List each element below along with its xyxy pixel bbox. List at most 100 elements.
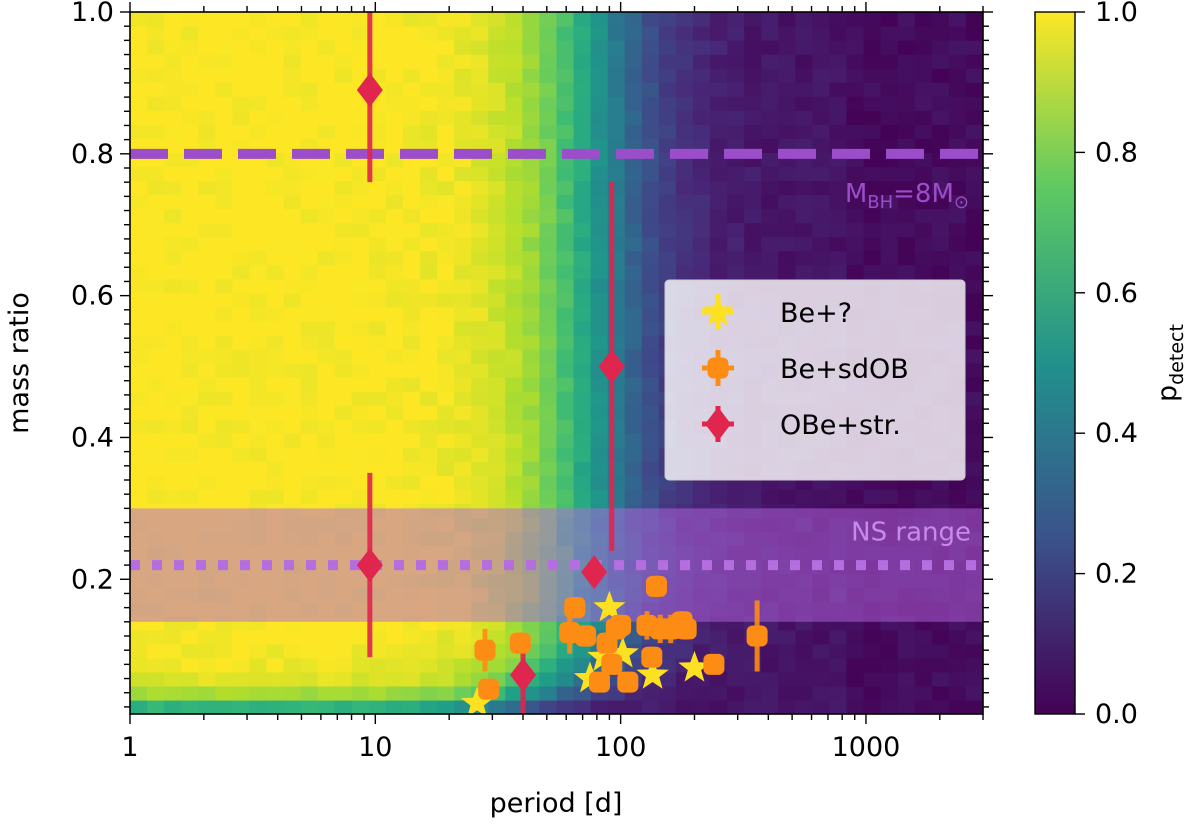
bh-label-m: M bbox=[845, 179, 867, 209]
heatmap-cell bbox=[266, 250, 285, 266]
heatmap-cell bbox=[198, 363, 216, 378]
heatmap-cell bbox=[965, 699, 983, 714]
heatmap-cell bbox=[215, 250, 233, 266]
heatmap-cell bbox=[914, 96, 933, 111]
heatmap-cell bbox=[778, 629, 796, 645]
heatmap-cell bbox=[914, 110, 933, 125]
heatmap-cell bbox=[402, 54, 421, 69]
heatmap-cell bbox=[437, 489, 455, 504]
heatmap-cell bbox=[471, 180, 489, 196]
heatmap-cell bbox=[420, 363, 438, 378]
heatmap-cell bbox=[215, 489, 233, 504]
heatmap-cell bbox=[761, 250, 779, 266]
heatmap-cell bbox=[147, 180, 165, 196]
heatmap-cell bbox=[539, 447, 558, 462]
heatmap-cell bbox=[198, 685, 216, 701]
y-tick-label: 0.4 bbox=[71, 422, 114, 453]
heatmap-cell bbox=[812, 699, 831, 714]
heatmap-cell bbox=[317, 433, 336, 448]
heatmap-cell bbox=[300, 348, 319, 364]
heatmap-cell bbox=[624, 391, 643, 406]
heatmap-cell bbox=[471, 405, 489, 420]
heatmap-cell bbox=[471, 292, 489, 308]
heatmap-cell bbox=[812, 180, 831, 196]
heatmap-cell bbox=[948, 250, 967, 266]
heatmap-cell bbox=[658, 194, 677, 210]
heatmap-cell bbox=[522, 40, 541, 55]
heatmap-cell bbox=[624, 475, 643, 490]
heatmap-cell bbox=[624, 110, 643, 125]
heatmap-cell bbox=[130, 194, 148, 210]
heatmap-cell bbox=[130, 657, 148, 673]
heatmap-cell bbox=[573, 433, 592, 448]
heatmap-cell bbox=[368, 208, 387, 224]
heatmap-cell bbox=[505, 405, 523, 420]
heatmap-cell bbox=[761, 152, 779, 168]
heatmap-cell bbox=[368, 264, 387, 280]
heatmap-cell bbox=[761, 264, 779, 280]
heatmap-cell bbox=[130, 12, 148, 27]
heatmap-cell bbox=[402, 236, 421, 252]
heatmap-cell bbox=[641, 96, 660, 111]
heatmap-cell bbox=[590, 391, 609, 406]
heatmap-cell bbox=[164, 405, 182, 420]
heatmap-cell bbox=[573, 124, 592, 139]
heatmap-cell bbox=[522, 447, 541, 462]
heatmap-cell bbox=[488, 348, 506, 364]
heatmap-cell bbox=[965, 278, 983, 294]
heatmap-cell bbox=[181, 166, 199, 182]
heatmap-cell bbox=[283, 54, 302, 69]
heatmap-cell bbox=[334, 433, 353, 448]
heatmap-cell bbox=[931, 124, 950, 139]
heatmap-cell bbox=[402, 334, 421, 350]
heatmap-cell bbox=[232, 180, 251, 196]
heatmap-cell bbox=[692, 166, 711, 182]
heatmap-cell bbox=[965, 26, 983, 41]
be-sdob-point bbox=[478, 678, 500, 700]
heatmap-cell bbox=[812, 82, 831, 97]
heatmap-cell bbox=[249, 68, 268, 83]
heatmap-cell bbox=[181, 82, 199, 97]
heatmap-cell bbox=[658, 82, 677, 97]
heatmap-cell bbox=[641, 348, 660, 364]
heatmap-cell bbox=[437, 433, 455, 448]
heatmap-cell bbox=[846, 110, 865, 125]
heatmap-cell bbox=[385, 699, 404, 714]
heatmap-cell bbox=[283, 26, 302, 41]
heatmap-cell bbox=[368, 685, 387, 701]
heatmap-cell bbox=[385, 447, 404, 462]
heatmap-cell bbox=[164, 461, 182, 476]
heatmap-cell bbox=[897, 12, 916, 27]
heatmap-cell bbox=[147, 250, 165, 266]
heatmap-cell bbox=[164, 152, 182, 168]
x-tick-label: 10 bbox=[358, 732, 392, 763]
heatmap-cell bbox=[351, 68, 370, 83]
heatmap-cell bbox=[454, 643, 472, 659]
heatmap-cell bbox=[505, 489, 523, 504]
heatmap-cell bbox=[147, 278, 165, 294]
heatmap-cell bbox=[522, 685, 541, 701]
heatmap-cell bbox=[437, 447, 455, 462]
heatmap-cell bbox=[402, 306, 421, 322]
heatmap-cell bbox=[402, 391, 421, 406]
heatmap-cell bbox=[522, 363, 541, 378]
heatmap-cell bbox=[675, 26, 694, 41]
heatmap-cell bbox=[744, 82, 762, 97]
heatmap-cell bbox=[573, 194, 592, 210]
heatmap-cell bbox=[198, 250, 216, 266]
heatmap-cell bbox=[402, 96, 421, 111]
heatmap-cell bbox=[846, 40, 865, 55]
heatmap-cell bbox=[402, 82, 421, 97]
heatmap-cell bbox=[232, 236, 251, 252]
heatmap-cell bbox=[573, 292, 592, 308]
heatmap-cell bbox=[488, 68, 506, 83]
heatmap-cell bbox=[351, 643, 370, 659]
heatmap-cell bbox=[437, 475, 455, 490]
colorbar-label-main: p bbox=[1152, 385, 1183, 402]
heatmap-cell bbox=[710, 68, 728, 83]
heatmap-cell bbox=[931, 671, 950, 687]
heatmap-cell bbox=[385, 278, 404, 294]
heatmap-cell bbox=[420, 461, 438, 476]
heatmap-cell bbox=[624, 348, 643, 364]
heatmap-cell bbox=[522, 334, 541, 350]
